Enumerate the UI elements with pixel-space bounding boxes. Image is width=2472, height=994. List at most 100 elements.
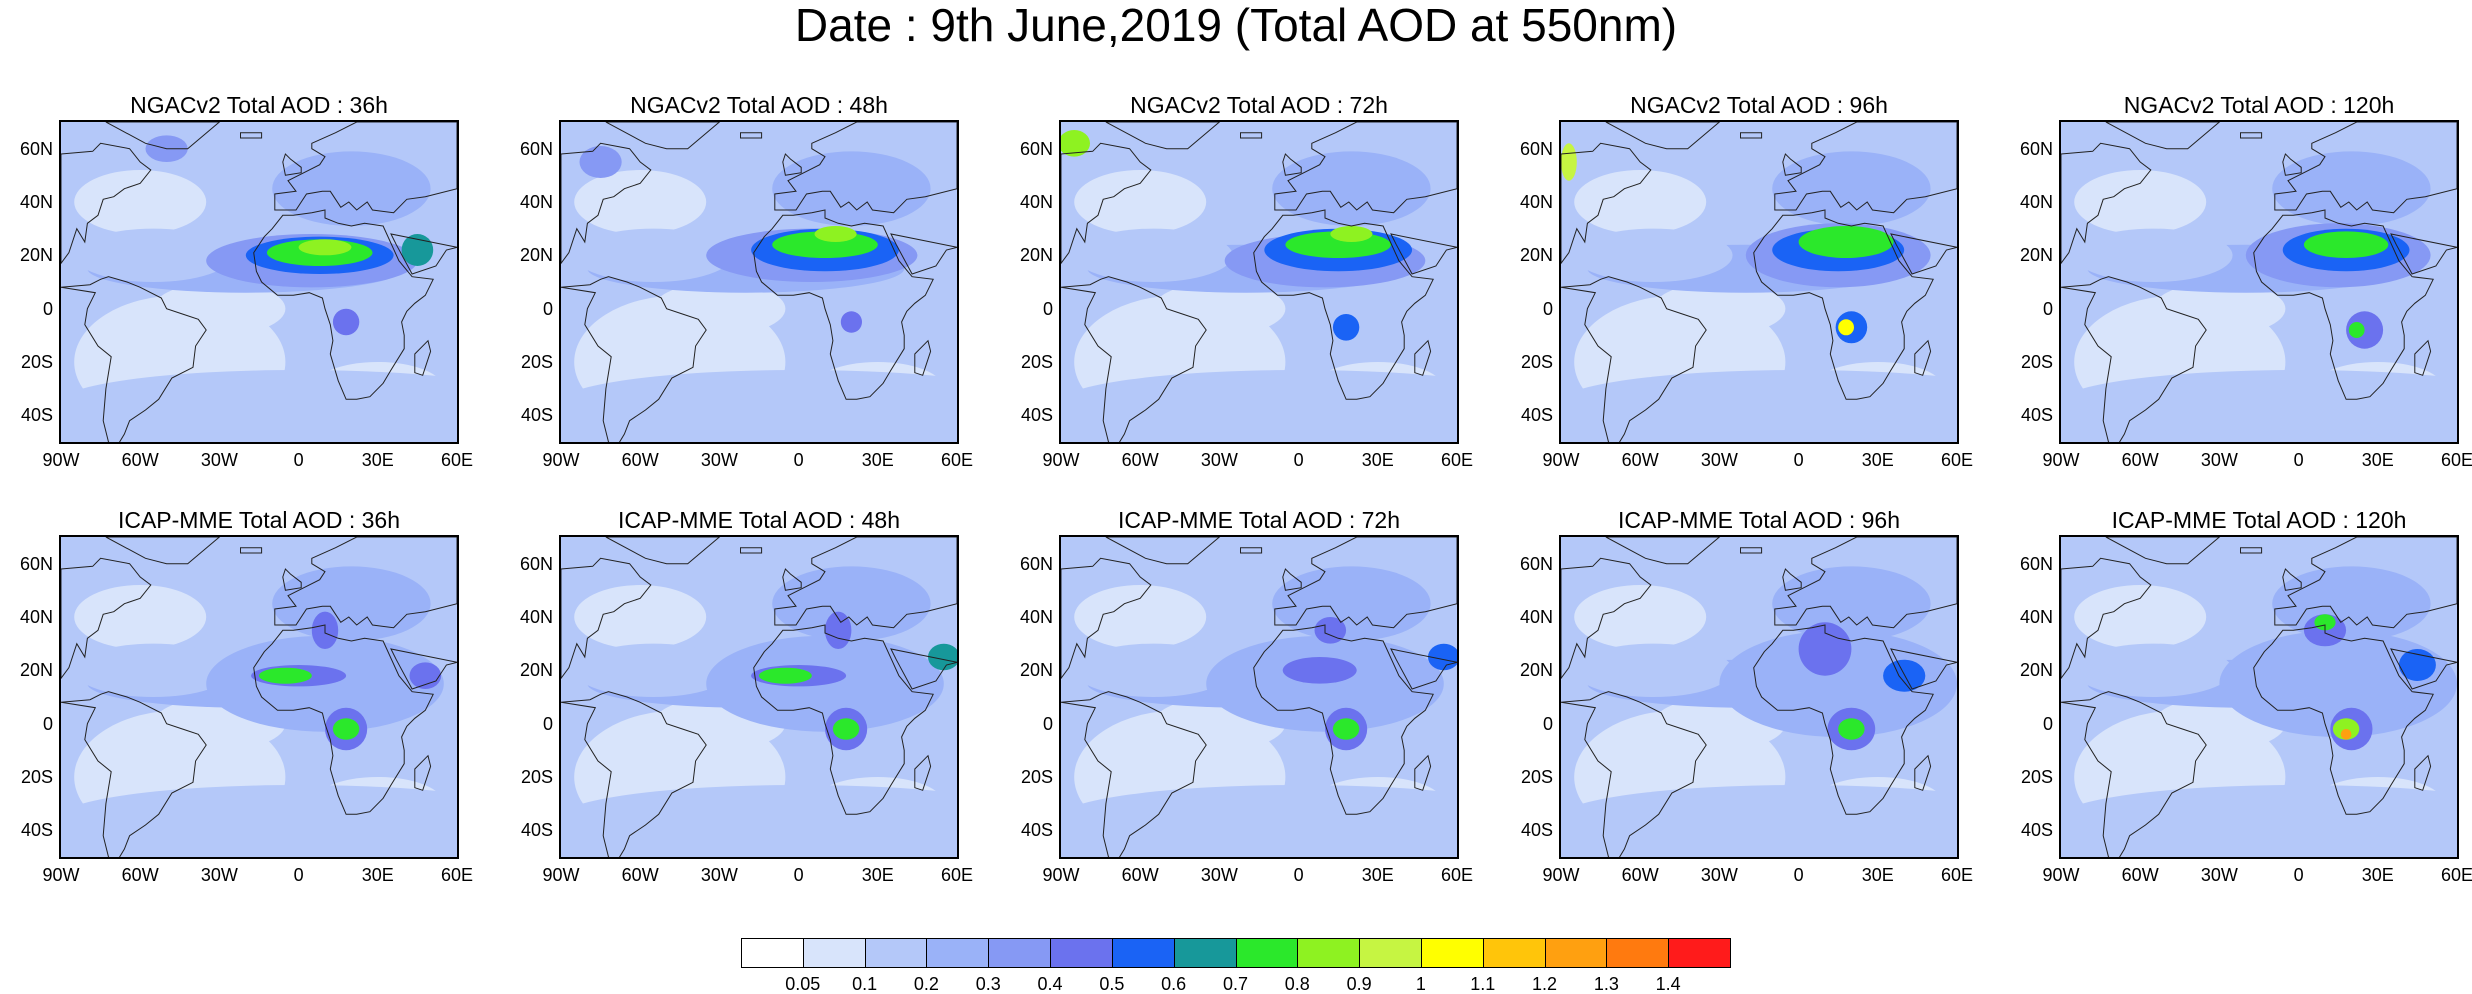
colorbar-label: 1.1 <box>1470 974 1496 994</box>
lat-tick-label: 20S <box>20 767 53 787</box>
lat-tick-label: 40N <box>2019 607 2053 627</box>
lon-tick-label: 30W <box>2200 865 2238 885</box>
lat-tick-label: 20S <box>1520 767 1553 787</box>
coastline <box>1390 648 1457 690</box>
map-panel: ICAP-MME Total AOD : 72h 60N 40N 20N 0 20S 40S… <box>1020 507 1473 885</box>
lon-tick-label: 60W <box>1621 450 1659 470</box>
coastline <box>282 568 302 591</box>
coastline <box>2282 568 2302 591</box>
aod-contour <box>825 611 852 649</box>
coastline <box>282 153 302 176</box>
coastline <box>1253 624 1434 815</box>
aod-contour <box>832 718 860 740</box>
lon-tick-label: 60E <box>1440 450 1474 470</box>
aod-contour <box>2340 729 2352 740</box>
coastline <box>414 339 432 376</box>
aod-contour <box>298 239 352 256</box>
lat-tick-label: 40N <box>1519 192 1553 212</box>
coastline <box>2061 142 2152 265</box>
aod-contour <box>1798 622 1852 676</box>
coastline <box>2282 153 2302 176</box>
aod-contour <box>1332 718 1360 740</box>
colorbar-label: 0.1 <box>852 974 878 994</box>
coastline <box>1240 547 1263 554</box>
coastline <box>1914 754 1932 791</box>
coastline <box>1774 122 1957 214</box>
coastline <box>561 276 707 442</box>
coastline <box>2253 209 2434 400</box>
coastline <box>1274 122 1457 214</box>
lon-tick-label: 30W <box>1200 865 1238 885</box>
coastline <box>61 557 152 680</box>
aod-map <box>559 535 959 859</box>
aod-map <box>1559 120 1959 444</box>
lat-tick-label: 40S <box>2020 405 2053 426</box>
coastline <box>1061 691 1207 857</box>
lat-tick-label: 40S <box>520 820 553 841</box>
aod-contour <box>1330 226 1373 242</box>
coastline <box>1105 537 1221 565</box>
colorbar-label: 1.3 <box>1593 974 1619 994</box>
aod-contour <box>61 370 457 434</box>
colorbar-swatch <box>1606 938 1670 968</box>
aod-field <box>61 537 457 857</box>
coastline <box>1605 122 1721 150</box>
lat-tick-label: 20S <box>1020 352 1053 372</box>
lat-tick-label: 20S <box>1520 352 1553 372</box>
lat-tick-label: 40S <box>520 405 553 426</box>
coastline <box>1561 691 1707 857</box>
aod-contour <box>2153 282 2286 336</box>
coastline <box>2105 122 2221 150</box>
coastline <box>1253 209 1434 400</box>
coastline <box>1782 568 1802 591</box>
lon-tick-label: 30W <box>1700 865 1738 885</box>
lon-tick-label: 60E <box>440 865 474 885</box>
lat-tick-label: 0 <box>2042 713 2053 734</box>
aod-contour <box>2074 643 2233 697</box>
aod-contour <box>1561 143 1577 181</box>
coastline <box>914 754 932 791</box>
lat-tick-label: 20N <box>519 245 553 266</box>
lon-tick-label: 30E <box>861 450 894 470</box>
aod-contour <box>1574 585 1707 649</box>
coastline <box>1240 132 1263 139</box>
lat-tick-label: 40N <box>519 607 553 627</box>
lon-tick-label: 60E <box>440 450 474 470</box>
lat-tick-label: 60N <box>19 138 53 159</box>
aod-contour <box>2348 322 2365 338</box>
aod-contour <box>61 785 457 849</box>
aod-contour <box>74 170 207 234</box>
aod-contour <box>772 151 931 226</box>
aod-field <box>1561 537 1957 857</box>
aod-field <box>2061 122 2457 442</box>
aod-contour <box>1272 151 1431 226</box>
lon-tick-label: 60W <box>621 865 659 885</box>
aod-contour <box>2332 718 2360 740</box>
coastline <box>1890 648 1957 690</box>
lat-tick-label: 60N <box>1019 553 1053 574</box>
aod-field <box>61 122 457 442</box>
aod-map <box>1059 120 1459 444</box>
colorbar-swatch <box>1544 938 1608 968</box>
coastline <box>61 276 207 442</box>
lon-tick-label: 60E <box>940 865 974 885</box>
aod-contour <box>2074 585 2207 649</box>
coastline <box>1274 537 1457 629</box>
colorbar-swatch <box>802 938 866 968</box>
lat-tick-label: 60N <box>1019 138 1053 159</box>
lon-tick-label: 60E <box>1940 450 1974 470</box>
aod-contour <box>1074 228 1233 282</box>
map-panel: ICAP-MME Total AOD : 48h 60N 40N 20N 0 20S 40S… <box>520 507 973 885</box>
coastline <box>605 122 721 150</box>
lat-tick-label: 40N <box>1519 607 1553 627</box>
lon-tick-label: 30E <box>2361 865 2394 885</box>
colorbar-swatch <box>1050 938 1113 968</box>
aod-contour <box>1798 226 1894 258</box>
lat-tick-label: 20N <box>19 245 53 266</box>
lat-tick-label: 0 <box>1542 298 1553 319</box>
coastline <box>2061 557 2152 680</box>
lon-tick-label: 0 <box>293 865 304 885</box>
aod-contour <box>561 785 957 849</box>
aod-contour <box>1074 585 1207 649</box>
aod-contour <box>272 151 431 226</box>
